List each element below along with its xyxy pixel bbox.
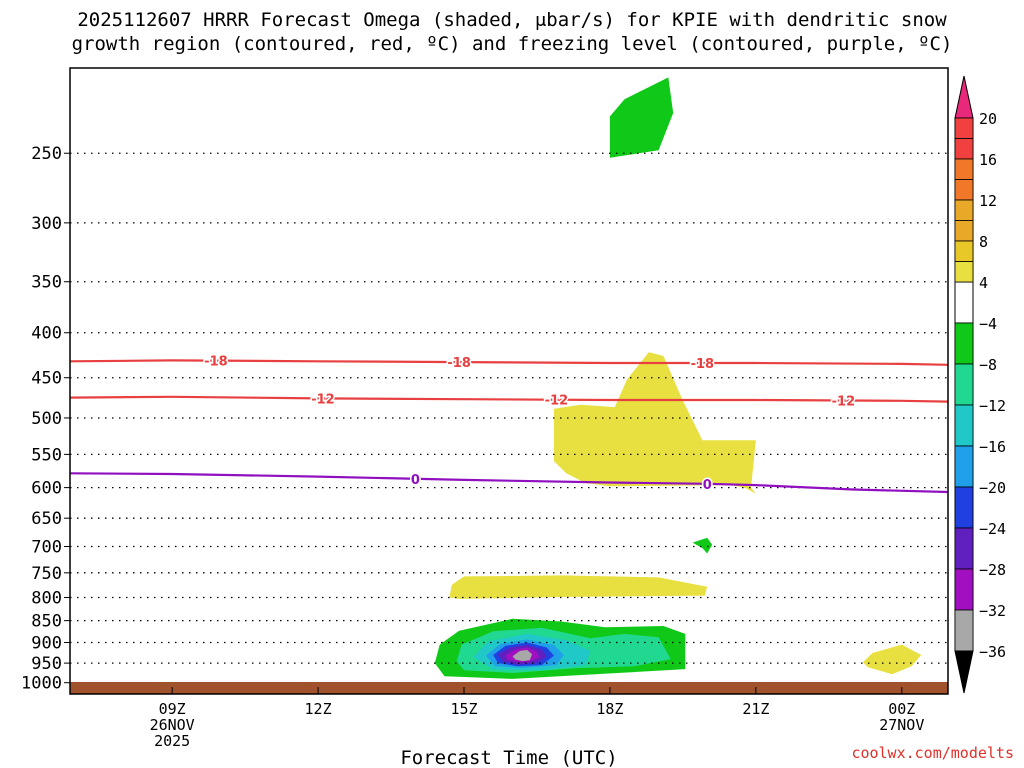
y-tick-label-750: 750 <box>31 564 62 584</box>
colorbar-band-6 <box>954 240 974 262</box>
colorbar-label-6: −8 <box>979 356 997 374</box>
colorbar-band-9 <box>954 363 974 406</box>
omega-region-0 <box>609 77 674 158</box>
dendritic-contour-label-0-2: -18 <box>691 357 715 372</box>
x-tick-label-09Z-1: 26NOV <box>150 716 195 734</box>
colorbar-label-0: 20 <box>979 110 997 128</box>
y-tick-label-800: 800 <box>31 588 62 608</box>
y-tick-label-300: 300 <box>31 214 62 234</box>
colorbar-label-9: −20 <box>979 479 1006 497</box>
x-tick-label-09Z-0: 09Z <box>159 700 186 718</box>
x-tick-label-00Z-0: 00Z <box>888 700 915 718</box>
freezing-contour-label-2-1: 0 <box>703 478 712 493</box>
colorbar-band-12 <box>954 486 974 529</box>
colorbar-label-11: −28 <box>979 561 1006 579</box>
colorbar-label-10: −24 <box>979 520 1006 538</box>
y-tick-label-900: 900 <box>31 633 62 653</box>
omega-region-12 <box>862 644 922 675</box>
y-tick-label-1000: 1000 <box>21 674 62 694</box>
x-tick-label-21Z-0: 21Z <box>742 700 769 718</box>
freezing-contour-label-2-0: 0 <box>411 473 420 488</box>
y-tick-label-700: 700 <box>31 537 62 557</box>
pressure-gridlines <box>70 152 948 684</box>
y-tick-label-600: 600 <box>31 479 62 499</box>
colorbar-label-8: −16 <box>979 438 1006 456</box>
colorbar-label-13: −36 <box>979 643 1006 661</box>
chart-title: 2025112607 HRRR Forecast Omega (shaded, … <box>0 8 1024 56</box>
dendritic-contour-label-0-0: -18 <box>204 355 228 370</box>
omega-region-2 <box>692 537 713 554</box>
colorbar-band-1 <box>954 138 974 160</box>
omega-region-1 <box>554 352 756 494</box>
y-tick-label-850: 850 <box>31 612 62 632</box>
colorbar-band-13 <box>954 527 974 570</box>
colorbar-label-5: −4 <box>979 315 997 333</box>
colorbar-band-14 <box>954 568 974 611</box>
colorbar-label-3: 8 <box>979 233 988 251</box>
dendritic-contour-label-1-1: -12 <box>545 394 569 409</box>
y-tick-label-450: 450 <box>31 369 62 389</box>
colorbar-band-15 <box>954 609 974 652</box>
dendritic-contour--18 <box>70 359 948 366</box>
freezing-contour-0 <box>70 472 948 494</box>
x-tick-label-15Z-0: 15Z <box>450 700 477 718</box>
dendritic-contour--12 <box>70 395 948 403</box>
ground-bar <box>70 682 948 694</box>
colorbar-band-3 <box>954 179 974 201</box>
y-tick-label-500: 500 <box>31 409 62 429</box>
colorbar-label-7: −12 <box>979 397 1006 415</box>
credit-text: coolwx.com/modelts <box>851 744 1014 762</box>
y-tick-label-950: 950 <box>31 654 62 674</box>
plot-frame <box>69 67 949 695</box>
colorbar-band-7 <box>954 261 974 283</box>
omega-region-11 <box>512 650 533 662</box>
y-tick-label-350: 350 <box>31 273 62 293</box>
colorbar-label-1: 16 <box>979 151 997 169</box>
y-tick-label-400: 400 <box>31 324 62 344</box>
y-tick-label-250: 250 <box>31 144 62 164</box>
colorbar-bottom-arrow <box>954 650 974 694</box>
x-tick-label-09Z-2: 2025 <box>154 732 190 750</box>
colorbar-band-11 <box>954 445 974 488</box>
colorbar-legend: 20 16 12 8 4 −4 −8 −12 −16 −20 −24 −28 −32 −36 <box>954 75 1006 694</box>
chart-title-line-2: growth region (contoured, red, ºC) and f… <box>71 33 953 55</box>
pressure-axis: 2503003504004505005506006507007508008509… <box>21 144 70 694</box>
colorbar-label-2: 12 <box>979 192 997 210</box>
x-tick-label-12Z-0: 12Z <box>305 700 332 718</box>
colorbar-label-4: 4 <box>979 274 988 292</box>
colorbar-band-8 <box>954 322 974 365</box>
colorbar-band-2 <box>954 158 974 180</box>
x-tick-label-00Z-1: 27NOV <box>879 716 924 734</box>
omega-shading-layer <box>434 77 922 679</box>
colorbar-cell-4 <box>954 281 974 324</box>
colorbar-label-12: −32 <box>979 602 1006 620</box>
x-tick-label-18Z-0: 18Z <box>596 700 623 718</box>
contour-layer: -18 -18 -18 -12 -12 -12 0 0 <box>70 353 948 494</box>
colorbar-band-5 <box>954 220 974 242</box>
dendritic-contour-label-1-0: -12 <box>311 392 335 407</box>
omega-region-3 <box>449 575 708 599</box>
colorbar-band-0 <box>954 117 974 139</box>
dendritic-contour-label-1-2: -12 <box>832 394 856 409</box>
colorbar-top-arrow <box>954 75 974 119</box>
colorbar-band-4 <box>954 199 974 221</box>
dendritic-contour-label-0-1: -18 <box>447 356 471 371</box>
omega-region-13 <box>641 642 661 653</box>
chart-title-line-1: 2025112607 HRRR Forecast Omega (shaded, … <box>77 9 947 31</box>
y-tick-label-550: 550 <box>31 445 62 465</box>
x-axis-label: Forecast Time (UTC) <box>400 747 617 768</box>
colorbar-band-10 <box>954 404 974 447</box>
y-tick-label-650: 650 <box>31 509 62 529</box>
